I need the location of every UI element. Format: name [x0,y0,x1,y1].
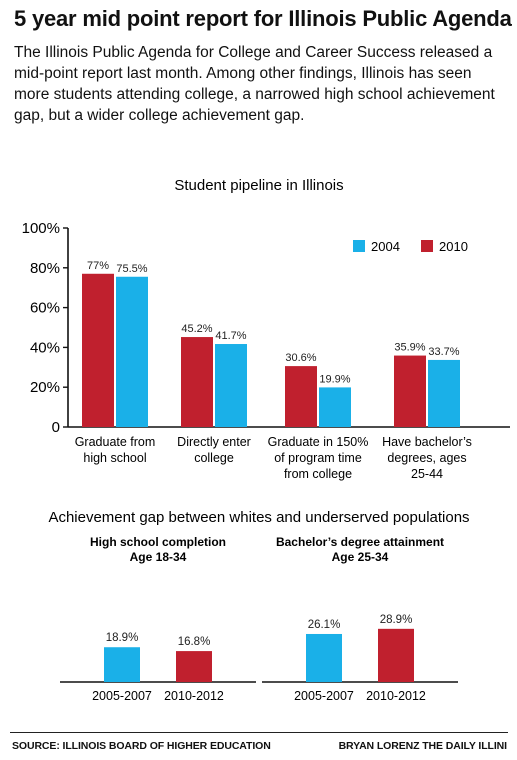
byline-credit: BRYAN LORENZ THE DAILY ILLINI [338,740,508,752]
bar-2004 [215,344,247,427]
x-category-label: 2005-2007 [294,689,354,703]
x-category-label: 2010-2012 [164,689,224,703]
x-category-label: Have bachelor’s [382,435,472,449]
ba-chart-subtitle-line1: Bachelor’s degree attainment [276,535,444,549]
bar-value-label: 19.9% [319,373,350,385]
bar [378,628,414,682]
bar-2004 [428,359,460,427]
bar-value-label: 35.9% [394,342,425,354]
y-tick-label: 40% [30,339,60,356]
bar-2010 [181,337,213,427]
x-category-label: Graduate from [75,435,156,449]
source-credit: SOURCE: ILLINOIS BOARD OF HIGHER EDUCATI… [12,740,271,752]
bar-2010 [82,273,114,427]
y-tick-label: 60% [30,300,60,317]
hs-completion-chart: 18.9% 2005-2007 16.8% 2010-2012 [60,632,256,703]
bar-value-label: 45.2% [181,323,212,335]
legend-swatch-2010 [421,240,433,252]
x-category-label: from college [284,467,352,481]
y-tick-label: 0 [52,419,60,436]
pipeline-chart-title: Student pipeline in Illinois [174,177,343,194]
hs-chart-subtitle-line2: Age 18-34 [130,550,187,564]
ba-chart-subtitle-line2: Age 25-34 [332,550,389,564]
legend-label-2010: 2010 [439,239,468,254]
bar [176,651,212,682]
x-category-label: college [194,451,234,465]
bar [306,633,342,682]
y-tick-label: 20% [30,379,60,396]
charts-canvas: Student pipeline in Illinois 0 20% 40% 60% 8… [22,177,510,703]
pipeline-chart: 0 20% 40% 60% 80% 100% 77% 75.5% Graduate from hi… [22,220,510,481]
x-category-label: 25-44 [411,467,443,481]
bar-value-label: 41.7% [215,330,246,342]
x-category-label: high school [83,451,146,465]
x-category-label: Graduate in 150% [268,435,369,449]
hs-chart-subtitle-line1: High school completion [90,535,226,549]
bar-value-label: 16.8% [178,636,211,648]
x-category-label: of program time [274,451,362,465]
bar-2010 [285,366,317,427]
gap-section-title: Achievement gap between whites and under… [48,509,469,526]
bar-2004 [116,276,148,427]
bar-value-label: 33.7% [428,346,459,358]
bar-2004 [319,387,351,427]
x-category-label: degrees, ages [387,451,466,465]
legend-swatch-2004 [353,240,365,252]
y-tick-label: 80% [30,260,60,277]
bar-value-label: 75.5% [116,263,147,275]
bar-value-label: 30.6% [285,352,316,364]
intro-paragraph: The Illinois Public Agenda for College a… [14,44,495,124]
ba-attainment-chart: 26.1% 2005-2007 28.9% 2010-2012 [262,614,458,703]
bar-value-label: 28.9% [380,614,413,626]
bar-value-label: 18.9% [106,632,139,644]
page-title: 5 year mid point report for Illinois Pub… [14,6,512,31]
bar [104,647,140,682]
x-category-label: 2010-2012 [366,689,426,703]
bar-value-label: 26.1% [308,619,341,631]
x-category-label: Directly enter [177,435,251,449]
y-tick-label: 100% [22,220,60,237]
bar-2010 [394,355,426,427]
x-category-label: 2005-2007 [92,689,152,703]
footer-divider [10,732,508,733]
legend-label-2004: 2004 [371,239,400,254]
bar-value-label: 77% [87,260,109,272]
